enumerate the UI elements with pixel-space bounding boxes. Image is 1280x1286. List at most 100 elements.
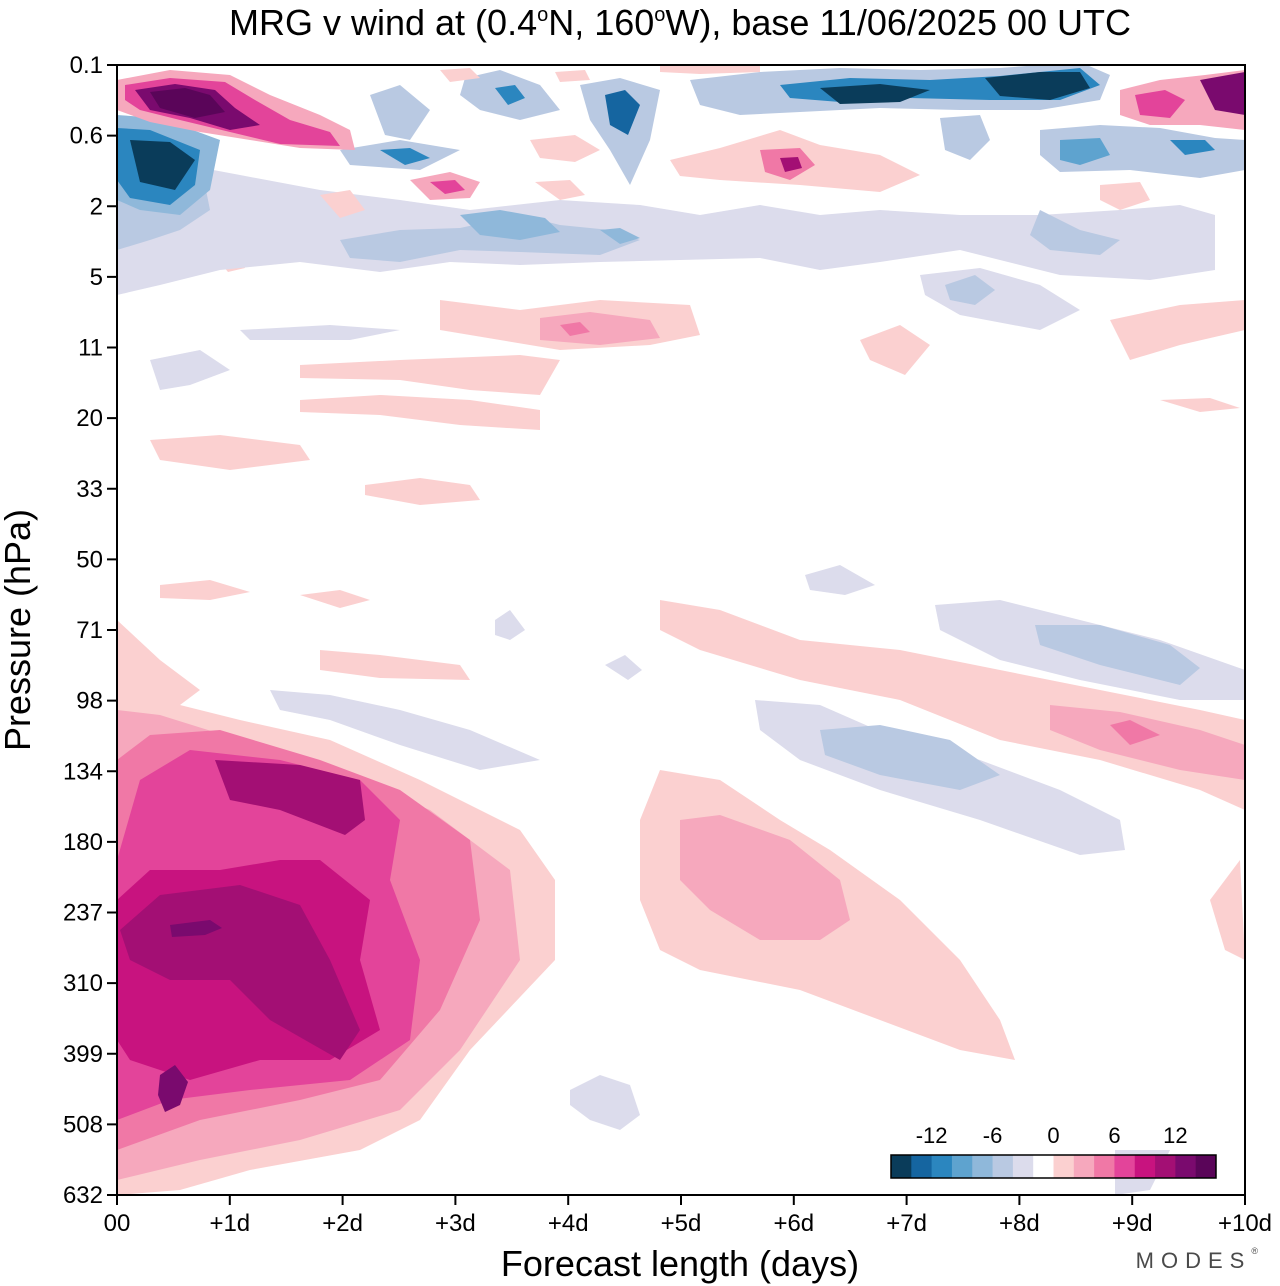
negative-contour xyxy=(1040,125,1245,178)
positive-contour xyxy=(158,1065,188,1112)
negative-contour xyxy=(805,565,875,595)
colorbar-tick-label: 6 xyxy=(1108,1123,1120,1148)
positive-contour xyxy=(1200,72,1245,115)
x-tick-label: +7d xyxy=(886,1210,927,1237)
x-tick-label: +10d xyxy=(1218,1210,1272,1237)
y-tick-label: 0.1 xyxy=(70,52,103,79)
positive-contour xyxy=(320,190,365,218)
colorbar-swatch xyxy=(992,1155,1014,1178)
positive-contour xyxy=(1210,860,1245,960)
colorbar-swatch xyxy=(1012,1155,1034,1178)
chart-title: MRG v wind at (0.4oN, 160oW), base 11/06… xyxy=(229,2,1131,43)
positive-contour xyxy=(680,815,850,940)
y-tick-label: 0.6 xyxy=(70,123,103,150)
positive-contour xyxy=(215,760,365,835)
positive-contour xyxy=(300,395,540,430)
colorbar-swatch xyxy=(911,1155,933,1178)
negative-contour xyxy=(370,85,430,140)
negative-contour xyxy=(820,725,1000,790)
y-tick-label: 71 xyxy=(76,617,103,644)
y-tick-label: 50 xyxy=(76,546,103,573)
x-tick-label: 00 xyxy=(104,1210,131,1237)
x-tick-label: +9d xyxy=(1112,1210,1153,1237)
positive-contour xyxy=(660,600,1245,810)
negative-contour xyxy=(150,350,230,390)
negative-contour xyxy=(1060,138,1110,165)
positive-contour xyxy=(555,70,590,82)
positive-contour xyxy=(860,325,930,375)
y-tick-label: 237 xyxy=(63,900,103,927)
positive-contour xyxy=(440,68,480,82)
positive-contour xyxy=(1160,398,1240,412)
colorbar-swatch xyxy=(891,1155,912,1178)
x-tick-label: +3d xyxy=(435,1210,476,1237)
negative-contour xyxy=(605,90,640,135)
negative-contour xyxy=(570,1075,640,1130)
positive-contour xyxy=(300,590,370,608)
contour-field xyxy=(117,65,1245,1195)
negative-contour xyxy=(130,140,195,190)
y-axis: 0.1 0.6 2 5 11 20 33 50 71 98 134 180 237 310 399 508 63… xyxy=(63,52,117,1209)
y-tick-label: 508 xyxy=(63,1111,103,1138)
positive-contour xyxy=(535,180,585,200)
negative-contour xyxy=(270,690,540,770)
y-tick-label: 11 xyxy=(78,335,103,362)
negative-contour xyxy=(605,655,642,680)
y-tick-label: 2 xyxy=(90,193,103,220)
positive-contour xyxy=(1100,182,1150,210)
negative-contour xyxy=(495,85,525,105)
colorbar-tick-label: -12 xyxy=(916,1123,948,1148)
negative-contour xyxy=(820,84,930,104)
colorbar-swatch xyxy=(1155,1155,1176,1178)
x-tick-label: +2d xyxy=(322,1210,363,1237)
positive-contour xyxy=(1110,300,1245,360)
negative-contour xyxy=(580,78,660,185)
y-tick-label: 33 xyxy=(76,476,103,503)
positive-contour xyxy=(150,88,225,118)
negative-contour xyxy=(940,115,990,160)
colorbar-swatch xyxy=(1134,1155,1156,1178)
positive-contour xyxy=(430,180,465,194)
negative-contour xyxy=(920,268,1080,330)
negative-contour xyxy=(495,610,525,640)
colorbar-swatch xyxy=(1114,1155,1136,1178)
y-tick-label: 310 xyxy=(63,970,103,997)
positive-contour xyxy=(320,650,470,680)
negative-contour xyxy=(240,325,400,340)
colorbar-swatch xyxy=(972,1155,994,1178)
positive-contour xyxy=(780,157,802,172)
x-tick-label: +5d xyxy=(661,1210,702,1237)
colorbar-swatch xyxy=(1175,1155,1197,1178)
y-tick-label: 134 xyxy=(63,758,103,785)
positive-contour xyxy=(150,435,310,470)
y-tick-label: 20 xyxy=(76,405,103,432)
colorbar-swatch xyxy=(1195,1155,1217,1178)
y-tick-label: 399 xyxy=(63,1041,103,1068)
colorbar-swatch xyxy=(951,1155,973,1178)
positive-contour xyxy=(1110,720,1160,745)
positive-contour xyxy=(540,312,660,345)
colorbar-swatch xyxy=(931,1155,953,1178)
x-axis: 00 +1d +2d +3d +4d +5d +6d +7d +8d +9d +10d xyxy=(104,1195,1272,1237)
x-tick-label: +4d xyxy=(548,1210,589,1237)
negative-contour xyxy=(945,275,995,305)
y-tick-label: 632 xyxy=(63,1182,103,1209)
positive-contour xyxy=(1050,705,1245,780)
positive-contour xyxy=(660,65,760,74)
colorbar-swatch xyxy=(1094,1155,1115,1178)
y-axis-label: Pressure (hPa) xyxy=(0,509,38,751)
colorbar-swatch xyxy=(1053,1155,1075,1178)
colorbar-frame xyxy=(890,1154,1217,1179)
negative-contour xyxy=(460,210,560,240)
y-tick-label: 180 xyxy=(63,829,103,856)
negative-contour xyxy=(1170,140,1215,155)
colorbar: -12 -6 0 6 12 xyxy=(890,1123,1217,1179)
x-tick-label: +6d xyxy=(773,1210,814,1237)
y-tick-label: 98 xyxy=(76,688,103,715)
x-tick-label: +1d xyxy=(209,1210,250,1237)
colorbar-tick-label: 12 xyxy=(1163,1123,1187,1148)
positive-contour xyxy=(560,322,590,336)
x-axis-label: Forecast length (days) xyxy=(501,1243,859,1284)
colorbar-tick-label: 0 xyxy=(1047,1123,1059,1148)
